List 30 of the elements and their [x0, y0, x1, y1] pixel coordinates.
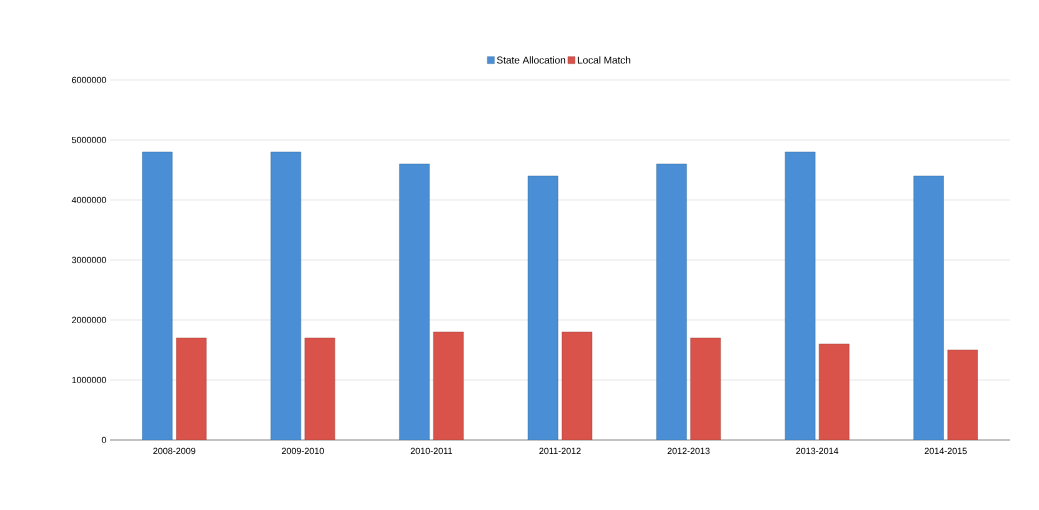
x-tick-label: 2011-2012 [539, 447, 581, 455]
x-tick-label: 2010-2011 [410, 447, 453, 455]
bar [142, 151, 173, 440]
x-tick-label: 2014-2015 [924, 447, 967, 455]
y-tick-label: 3000000 [71, 256, 107, 264]
bar [561, 331, 593, 440]
y-tick-label: 6000000 [72, 76, 107, 84]
bar [947, 349, 978, 440]
x-tick-label: 2012-2013 [667, 447, 710, 455]
bar [433, 331, 464, 440]
y-tick-label: 4000000 [71, 196, 107, 204]
legend-label: Local Match [577, 56, 631, 64]
bar [176, 337, 207, 440]
y-tick-label: 5000000 [71, 136, 107, 144]
x-tick-label: 2013-2014 [796, 447, 839, 455]
bar [656, 163, 687, 440]
bar [818, 343, 850, 440]
legend-label: State Allocation [496, 56, 566, 64]
bar [784, 151, 816, 440]
y-tick-label: 2000000 [72, 316, 107, 324]
bar [270, 151, 302, 440]
bar [399, 163, 430, 440]
y-tick-label: 1000000 [72, 376, 107, 384]
bar [527, 175, 559, 440]
bar [304, 337, 336, 440]
x-tick-label: 2008-2009 [153, 447, 196, 455]
bar [690, 337, 721, 440]
bar [913, 175, 944, 440]
y-tick-label: 0 [101, 436, 107, 444]
x-tick-label: 2009-2010 [281, 447, 324, 455]
